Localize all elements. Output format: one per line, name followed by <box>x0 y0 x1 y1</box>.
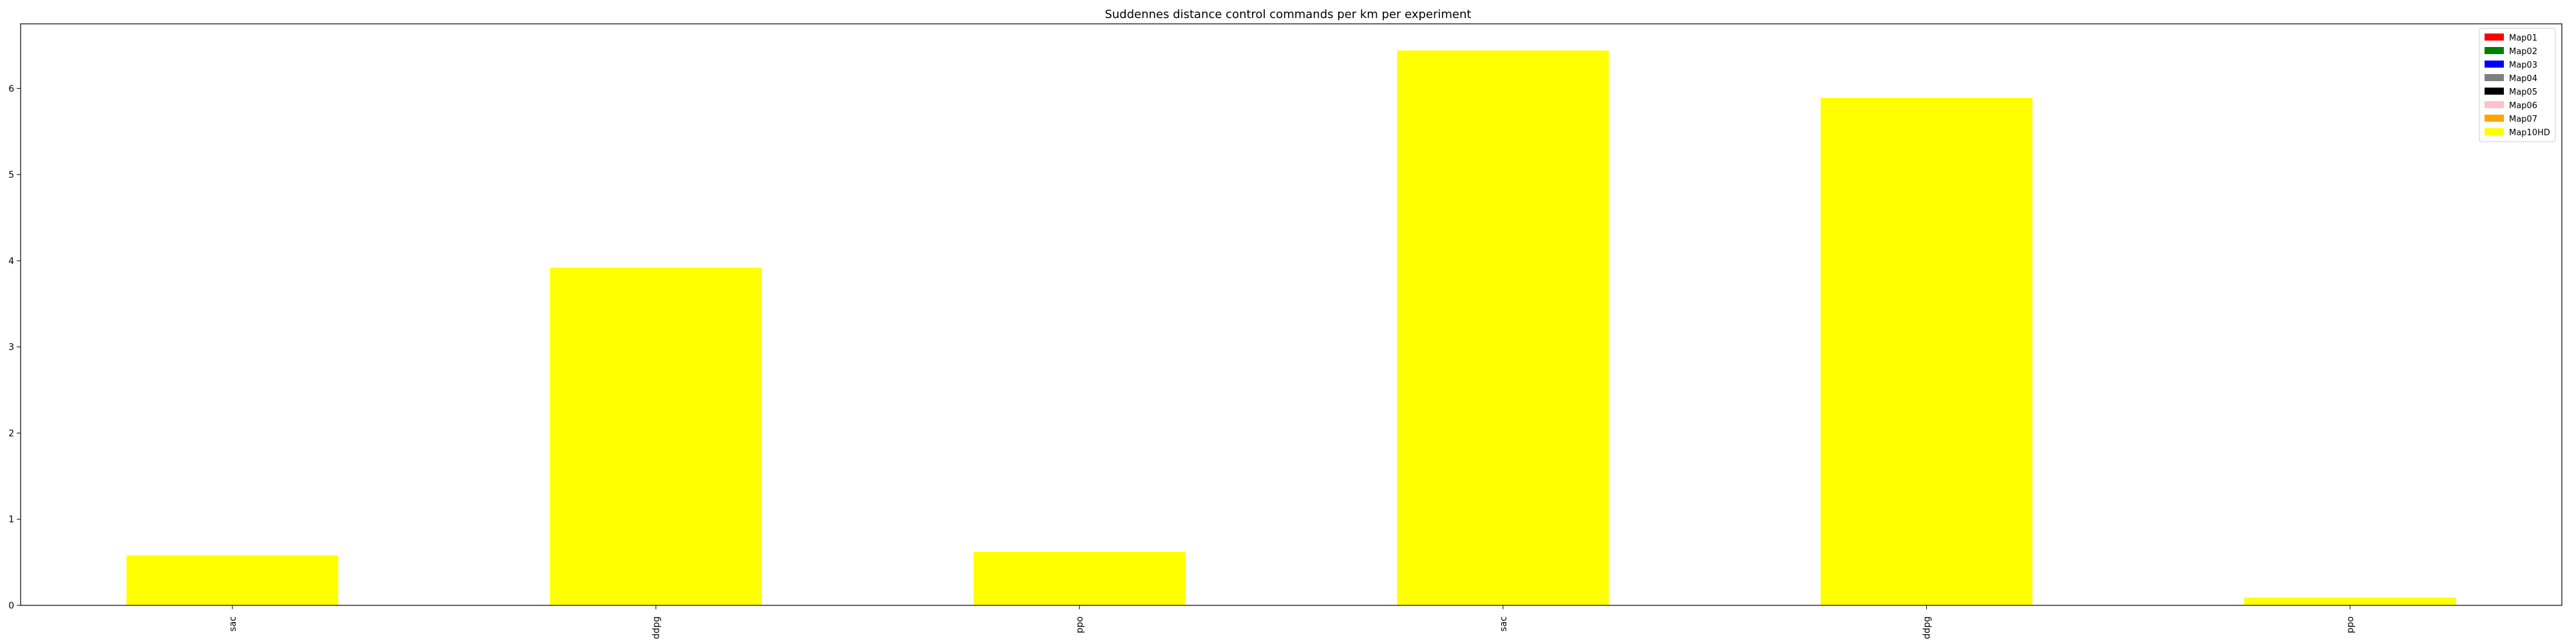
y-tick-label-6: 6 <box>8 84 14 94</box>
plot-frame <box>20 23 2562 606</box>
legend-label-map01: Map01 <box>2509 33 2537 43</box>
legend-label-map05: Map05 <box>2509 88 2537 97</box>
y-tick-label-4: 4 <box>8 256 14 267</box>
legend-label-map07: Map07 <box>2509 115 2537 124</box>
y-tick-label-0: 0 <box>8 601 14 611</box>
x-axis: sac ddpg ppo sac ddpg ppo <box>228 605 2356 639</box>
legend-label-map04: Map04 <box>2509 74 2537 84</box>
legend-swatch-map06 <box>2485 101 2504 108</box>
y-tick-label-2: 2 <box>8 428 14 439</box>
bar-map10hd-4 <box>1821 98 2032 605</box>
legend-label-map10hd: Map10HD <box>2509 128 2550 138</box>
y-tick-label-1: 1 <box>8 515 14 525</box>
legend-swatch-map05 <box>2485 88 2504 95</box>
y-tick-label-5: 5 <box>8 170 14 180</box>
legend-swatch-map02 <box>2485 47 2504 54</box>
y-axis: 0 1 2 3 4 5 6 <box>8 84 21 611</box>
y-tick-label-3: 3 <box>8 343 14 353</box>
x-tick-label-3: sac <box>1499 616 1509 632</box>
legend-label-map02: Map02 <box>2509 47 2537 57</box>
x-tick-label-1: ddpg <box>652 616 662 639</box>
bar-map10hd-5 <box>2244 597 2456 605</box>
bars-layer <box>126 50 2456 605</box>
legend-swatch-map10hd <box>2485 128 2504 135</box>
x-tick-label-4: ddpg <box>1922 616 1933 639</box>
bar-map10hd-2 <box>973 552 1186 605</box>
x-tick-label-2: ppo <box>1075 616 1085 633</box>
bar-map10hd-3 <box>1397 50 1609 605</box>
legend-label-map06: Map06 <box>2509 101 2537 111</box>
legend: Map01 Map02 Map03 Map04 Map05 Map06 Map07 Map10… <box>2479 28 2556 142</box>
legend-swatch-map04 <box>2485 74 2504 81</box>
legend-frame <box>2479 28 2556 142</box>
legend-label-map03: Map03 <box>2509 61 2537 70</box>
legend-swatch-map03 <box>2485 61 2504 68</box>
legend-swatch-map07 <box>2485 115 2504 122</box>
bar-map10hd-1 <box>550 267 762 605</box>
x-tick-label-5: ppo <box>2345 616 2356 633</box>
chart-title: Suddennes distance control commands per … <box>1104 8 1471 21</box>
bar-map10hd-0 <box>126 555 339 605</box>
legend-swatch-map01 <box>2485 33 2504 41</box>
x-tick-label-0: sac <box>228 616 238 632</box>
